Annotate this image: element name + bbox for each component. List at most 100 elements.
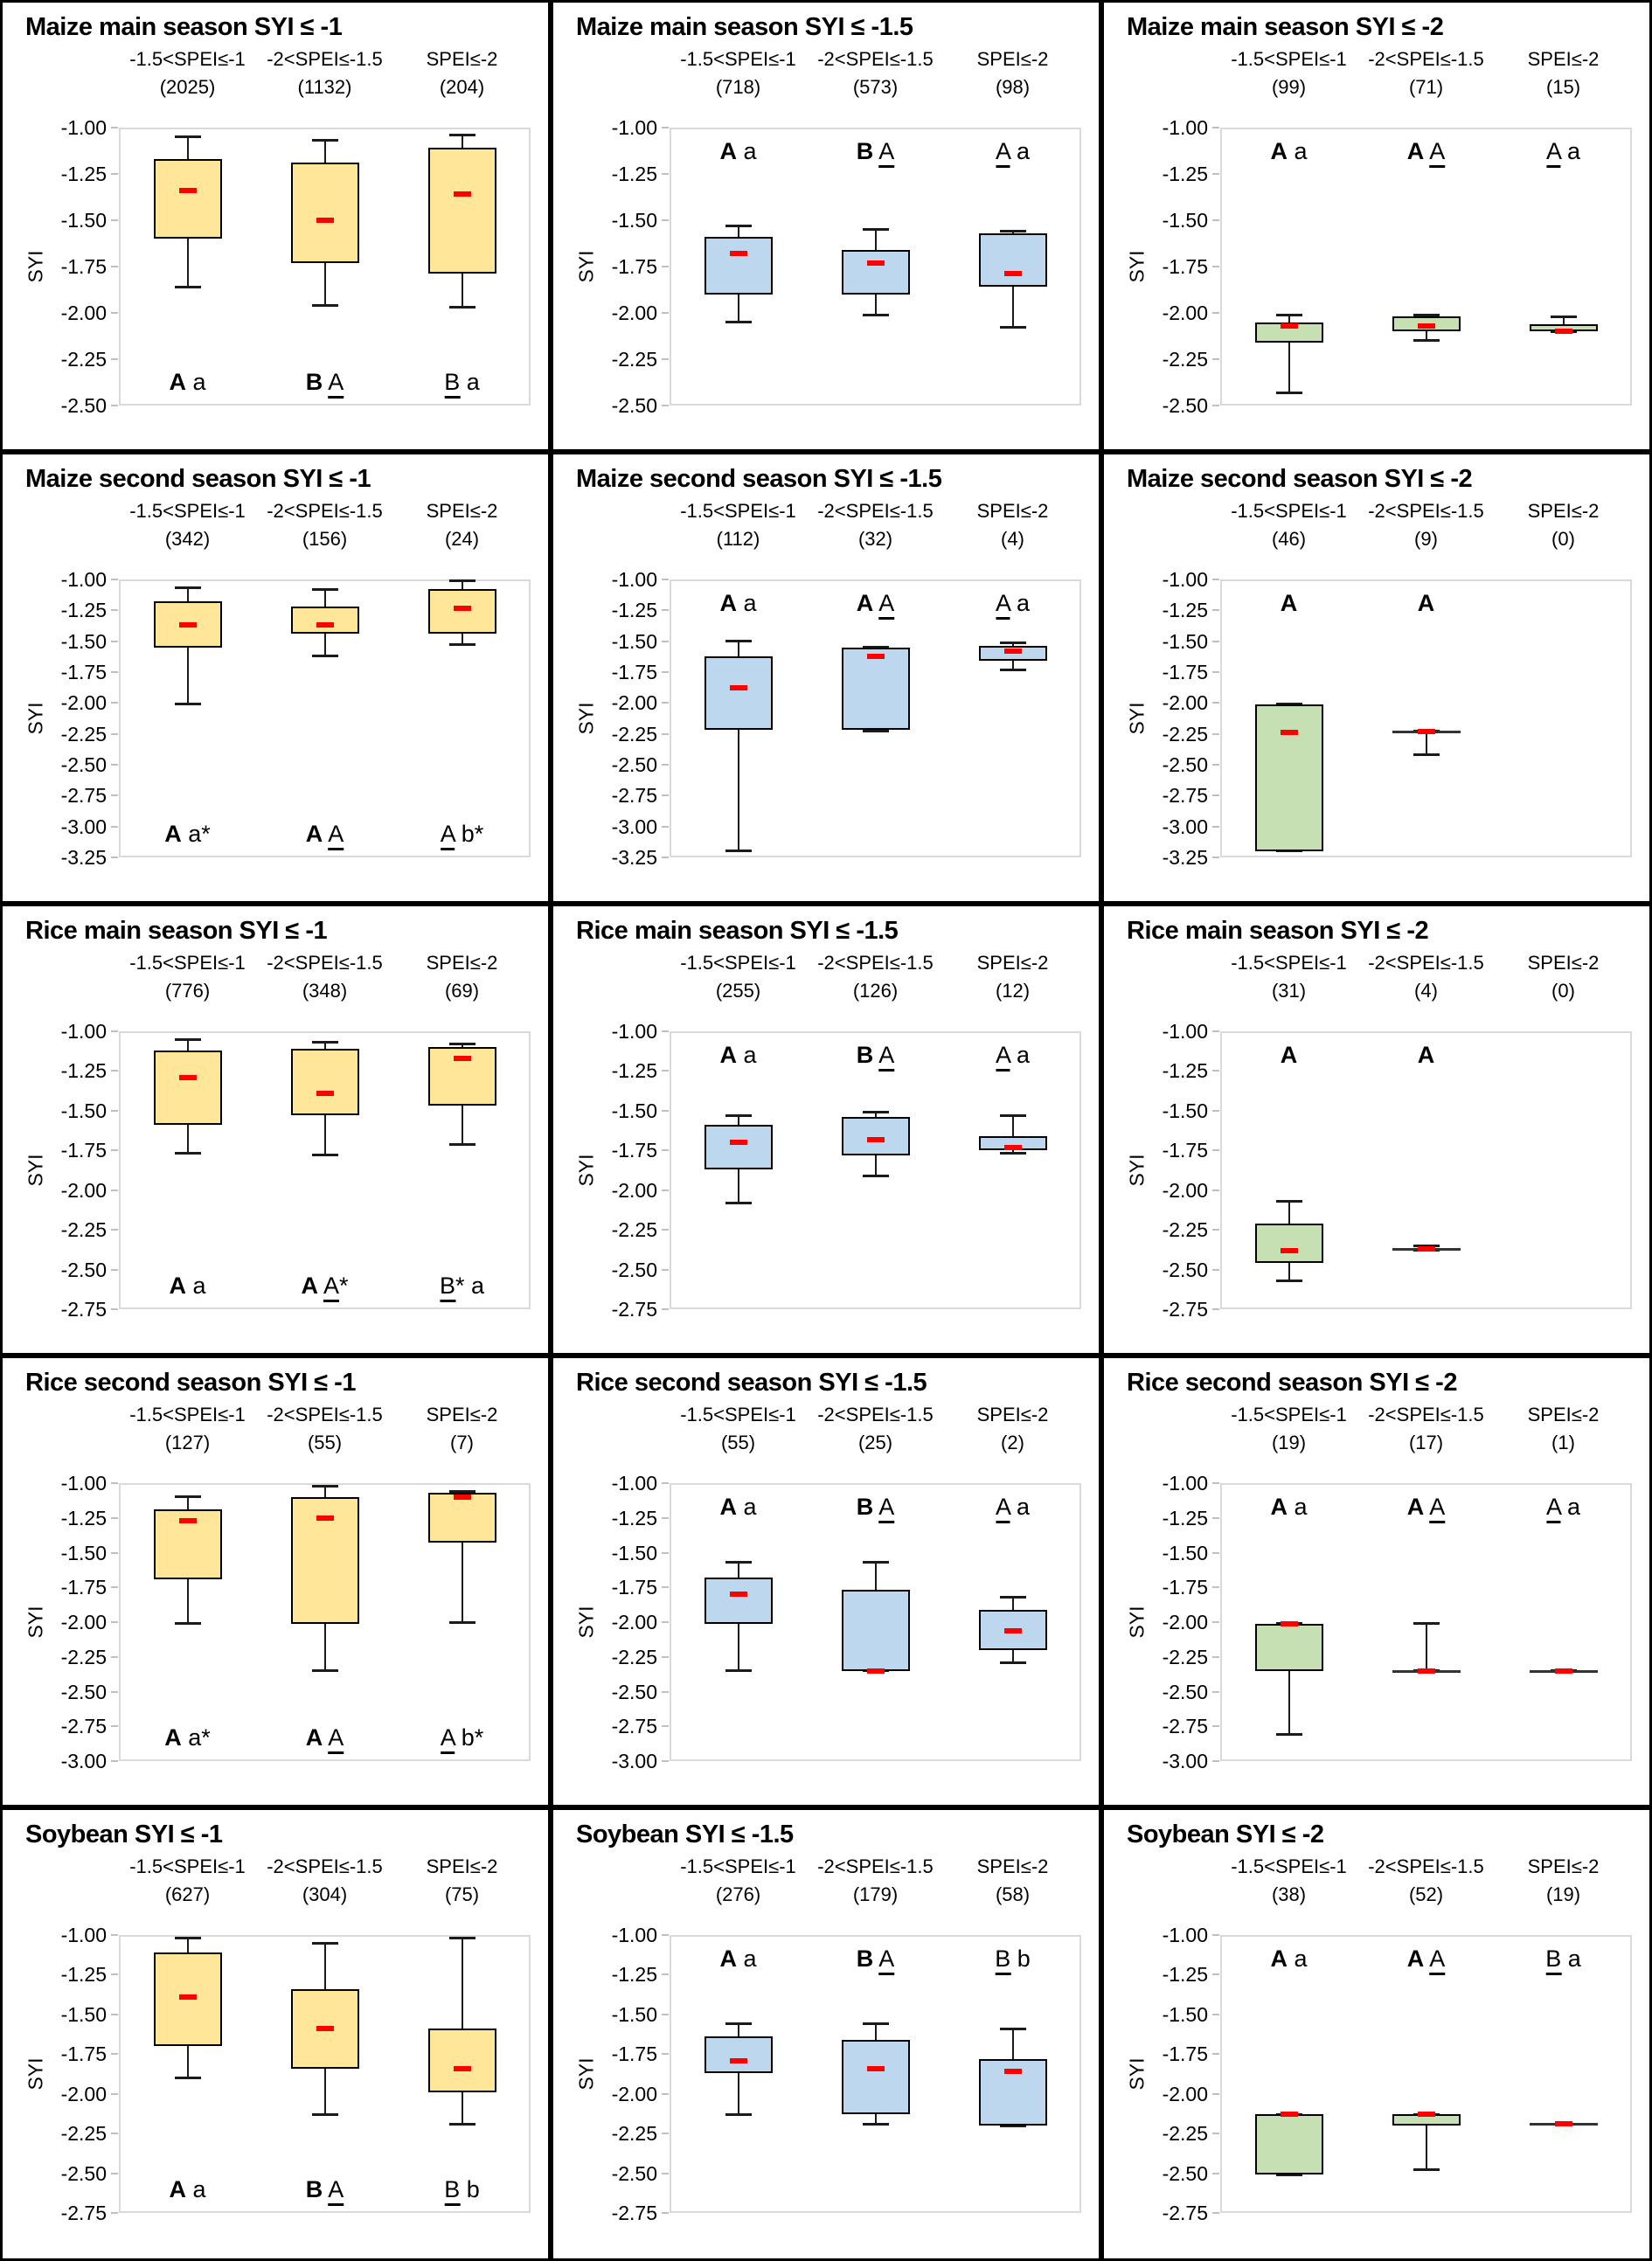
y-tick-label: -1.00	[60, 1020, 107, 1043]
y-tick-mark	[111, 358, 118, 360]
mean-marker	[316, 2026, 334, 2032]
y-tick-mark	[1212, 1973, 1219, 1976]
y-tick-mark	[1212, 609, 1219, 612]
significance-token: a	[1567, 1945, 1581, 1972]
significance-label: A a	[995, 1040, 1030, 1072]
mean-marker	[1554, 1668, 1572, 1674]
significance-token: *	[455, 1273, 465, 1299]
significance-token: A	[1406, 138, 1425, 164]
mean-marker	[178, 622, 197, 628]
column-header: SPEI≤-2	[426, 48, 498, 70]
y-tick-label: -2.25	[1162, 348, 1208, 371]
whisker-cap	[174, 285, 201, 288]
y-tick-label: -1.25	[611, 1059, 657, 1083]
sample-count: (156)	[302, 528, 348, 550]
significance-token: A	[719, 138, 737, 164]
mean-marker	[316, 622, 334, 628]
mean-marker	[453, 605, 471, 611]
y-tick-mark	[1212, 2092, 1219, 2095]
y-tick-mark	[1212, 1551, 1219, 1554]
sample-count: (126)	[852, 980, 899, 1002]
y-tick-mark	[1212, 127, 1219, 128]
significance-token: A	[305, 1724, 323, 1751]
y-tick-label: -1.00	[611, 116, 657, 139]
y-tick-mark	[111, 671, 118, 673]
column-header: -1.5<SPEI≤-1	[129, 500, 246, 522]
mean-marker	[1417, 1668, 1435, 1674]
significance-token: a	[192, 2176, 206, 2202]
column-header: -2<SPEI≤-1.5	[817, 1404, 934, 1425]
y-tick-mark	[1212, 1760, 1219, 1762]
y-tick-mark	[662, 794, 669, 797]
significance-label: A A	[1406, 1944, 1446, 1975]
y-tick-mark	[662, 579, 669, 580]
column-header: SPEI≤-2	[1527, 952, 1600, 974]
mean-marker	[1280, 1620, 1298, 1626]
significance-label: B a	[444, 367, 480, 399]
mean-marker	[866, 260, 885, 266]
box	[704, 655, 773, 731]
y-tick-label: -2.75	[1162, 2202, 1208, 2224]
significance-token: b*	[461, 821, 484, 847]
y-tick-mark	[1212, 358, 1219, 360]
significance-token: a	[743, 138, 757, 164]
whisker-cap	[311, 139, 338, 142]
column-header: -2<SPEI≤-1.5	[267, 1404, 383, 1425]
mean-marker	[729, 1140, 747, 1146]
whisker-cap	[448, 579, 475, 582]
significance-label: A a	[1270, 1944, 1307, 1973]
mean-marker	[178, 188, 197, 194]
y-tick-label: -2.50	[611, 753, 657, 776]
y-tick-mark	[111, 1934, 118, 1936]
whisker-cap	[174, 135, 201, 139]
significance-token: b	[466, 2176, 480, 2202]
significance-token: b	[1017, 1945, 1031, 1972]
y-tick-label: -1.25	[60, 599, 107, 622]
significance-label: B A	[306, 367, 344, 399]
significance-token: a	[1017, 138, 1031, 164]
y-tick-mark	[662, 1725, 669, 1728]
significance-token: A	[328, 821, 344, 850]
y-tick-label: -1.75	[1162, 2043, 1208, 2066]
panel-8: Rice main season SYI ≤ -1.5 -1.5<SPEI≤-1 (…	[551, 904, 1101, 1356]
significance-token: A	[1406, 1945, 1425, 1972]
significance-token: A	[995, 590, 1010, 620]
y-tick-mark	[662, 1308, 669, 1310]
whisker-cap	[311, 1041, 338, 1044]
whisker-cap	[725, 1201, 752, 1204]
sample-count: (718)	[715, 76, 761, 98]
significance-token: a	[743, 1042, 757, 1068]
sample-count: (1)	[1551, 1432, 1575, 1453]
significance-token: B	[856, 1494, 874, 1520]
significance-label: A a	[719, 1944, 756, 1973]
whisker-cap	[311, 587, 338, 591]
y-tick-label: -2.50	[611, 2161, 657, 2185]
mean-marker	[1003, 1144, 1022, 1150]
column-header: -1.5<SPEI≤-1	[680, 1855, 796, 1877]
y-tick-mark	[1212, 405, 1219, 406]
y-tick-label: -1.50	[60, 2002, 107, 2026]
whisker-cap	[1413, 2168, 1440, 2172]
whisker-cap	[862, 2122, 889, 2126]
significance-token: A	[169, 369, 186, 395]
y-tick-mark	[662, 1109, 669, 1112]
y-tick-mark	[1212, 1690, 1219, 1693]
y-tick-mark	[1212, 732, 1219, 735]
y-tick-label: -2.50	[1162, 753, 1208, 776]
sample-count: (38)	[1271, 1883, 1307, 1905]
significance-token: A	[1406, 1494, 1425, 1520]
mean-marker	[729, 2057, 747, 2063]
y-tick-label: -1.25	[1162, 599, 1208, 622]
significance-token: A	[719, 590, 737, 616]
y-tick-label: -1.75	[611, 661, 657, 683]
whisker-cap	[999, 326, 1026, 329]
panel-11: Rice second season SYI ≤ -1.5 -1.5<SPEI≤-…	[551, 1356, 1101, 1807]
y-tick-mark	[1212, 794, 1219, 797]
significance-label: A A	[306, 819, 344, 850]
column-header: SPEI≤-2	[426, 952, 498, 974]
y-tick-mark	[662, 640, 669, 642]
y-tick-mark	[1212, 1516, 1219, 1519]
y-tick-label: -1.00	[1162, 116, 1208, 139]
significance-token: A	[1429, 1945, 1446, 1975]
box	[841, 647, 910, 731]
